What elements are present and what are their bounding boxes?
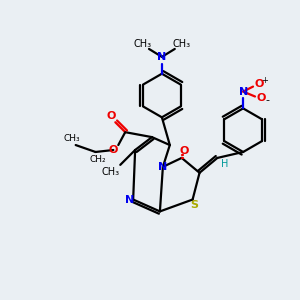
Text: O: O	[107, 111, 116, 121]
Text: S: S	[190, 200, 199, 211]
Text: CH₂: CH₂	[89, 155, 106, 164]
Text: H: H	[220, 159, 228, 169]
Text: +: +	[262, 76, 268, 85]
Text: O: O	[256, 94, 266, 103]
Text: O: O	[95, 156, 96, 158]
Text: CH₃: CH₃	[172, 39, 191, 49]
Text: N: N	[158, 162, 167, 172]
Text: O: O	[254, 79, 264, 88]
Text: N: N	[157, 52, 167, 62]
Text: CH₃: CH₃	[63, 134, 80, 142]
Text: -: -	[266, 95, 270, 106]
Text: O: O	[180, 146, 189, 156]
Text: CH₃: CH₃	[101, 167, 119, 177]
Text: N: N	[124, 194, 134, 205]
Text: O: O	[109, 145, 118, 155]
Text: N: N	[238, 86, 248, 97]
Text: CH₃: CH₃	[133, 39, 151, 49]
